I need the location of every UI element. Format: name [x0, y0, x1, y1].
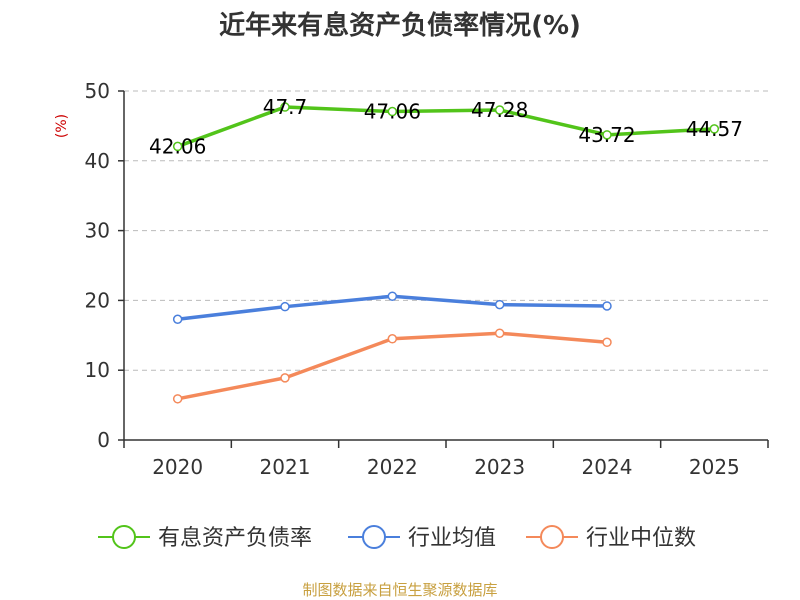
legend-label: 有息资产负债率 [158, 526, 312, 551]
chart-title: 近年来有息资产负债率情况(%) [219, 10, 581, 41]
legend-label: 行业均值 [408, 526, 496, 551]
data-point [172, 394, 183, 404]
data-point [494, 105, 505, 115]
series-line [175, 105, 717, 149]
y-tick-label: 50 [85, 79, 110, 103]
data-point [602, 301, 612, 311]
data-label: 44.57 [686, 117, 743, 141]
data-label: 42.06 [149, 134, 206, 158]
data-point [602, 130, 612, 140]
y-tick-label: 40 [85, 149, 110, 173]
x-tick-label: 2021 [260, 455, 311, 479]
data-labels: 42.06 47.7 47.06 47.28 43.72 44.57 [149, 95, 743, 158]
legend-marker [112, 525, 136, 549]
data-point [387, 106, 398, 117]
data-point [602, 337, 612, 348]
y-tick-label: 30 [85, 219, 110, 243]
data-point [709, 124, 720, 134]
legend-label: 行业中位数 [586, 526, 696, 551]
y-tick-label: 20 [85, 288, 110, 312]
data-point [280, 301, 290, 312]
x-tick-label: 2025 [689, 455, 740, 479]
data-point [387, 334, 398, 344]
data-point [280, 373, 290, 383]
y-tick-label: 10 [85, 358, 110, 382]
data-point [494, 299, 505, 310]
data-point [387, 291, 398, 301]
data-label: 47.28 [471, 98, 528, 122]
data-point [172, 141, 183, 152]
data-point [494, 328, 505, 338]
data-label: 43.72 [578, 123, 635, 147]
x-tick-label: 2024 [582, 455, 633, 479]
legend: 有息资产负债率 行业均值 行业中位数 [98, 525, 696, 551]
x-tick-label: 2020 [152, 455, 203, 479]
y-axis-label: (%) [54, 114, 70, 138]
legend-marker [540, 525, 564, 549]
data-label: 47.7 [263, 95, 308, 119]
source-note: 制图数据来自恒生聚源数据库 [302, 581, 497, 599]
data-point [280, 102, 290, 112]
data-point [172, 314, 183, 324]
legend-marker [362, 525, 386, 549]
y-tick-label: 0 [97, 428, 110, 452]
data-label: 47.06 [364, 100, 421, 124]
x-tick-label: 2022 [367, 455, 418, 479]
axes: 0 10 20 30 40 50 2020 2021 2022 2023 2024 2025 [85, 79, 769, 479]
series-lines [172, 102, 720, 404]
x-tick-label: 2023 [474, 455, 525, 479]
